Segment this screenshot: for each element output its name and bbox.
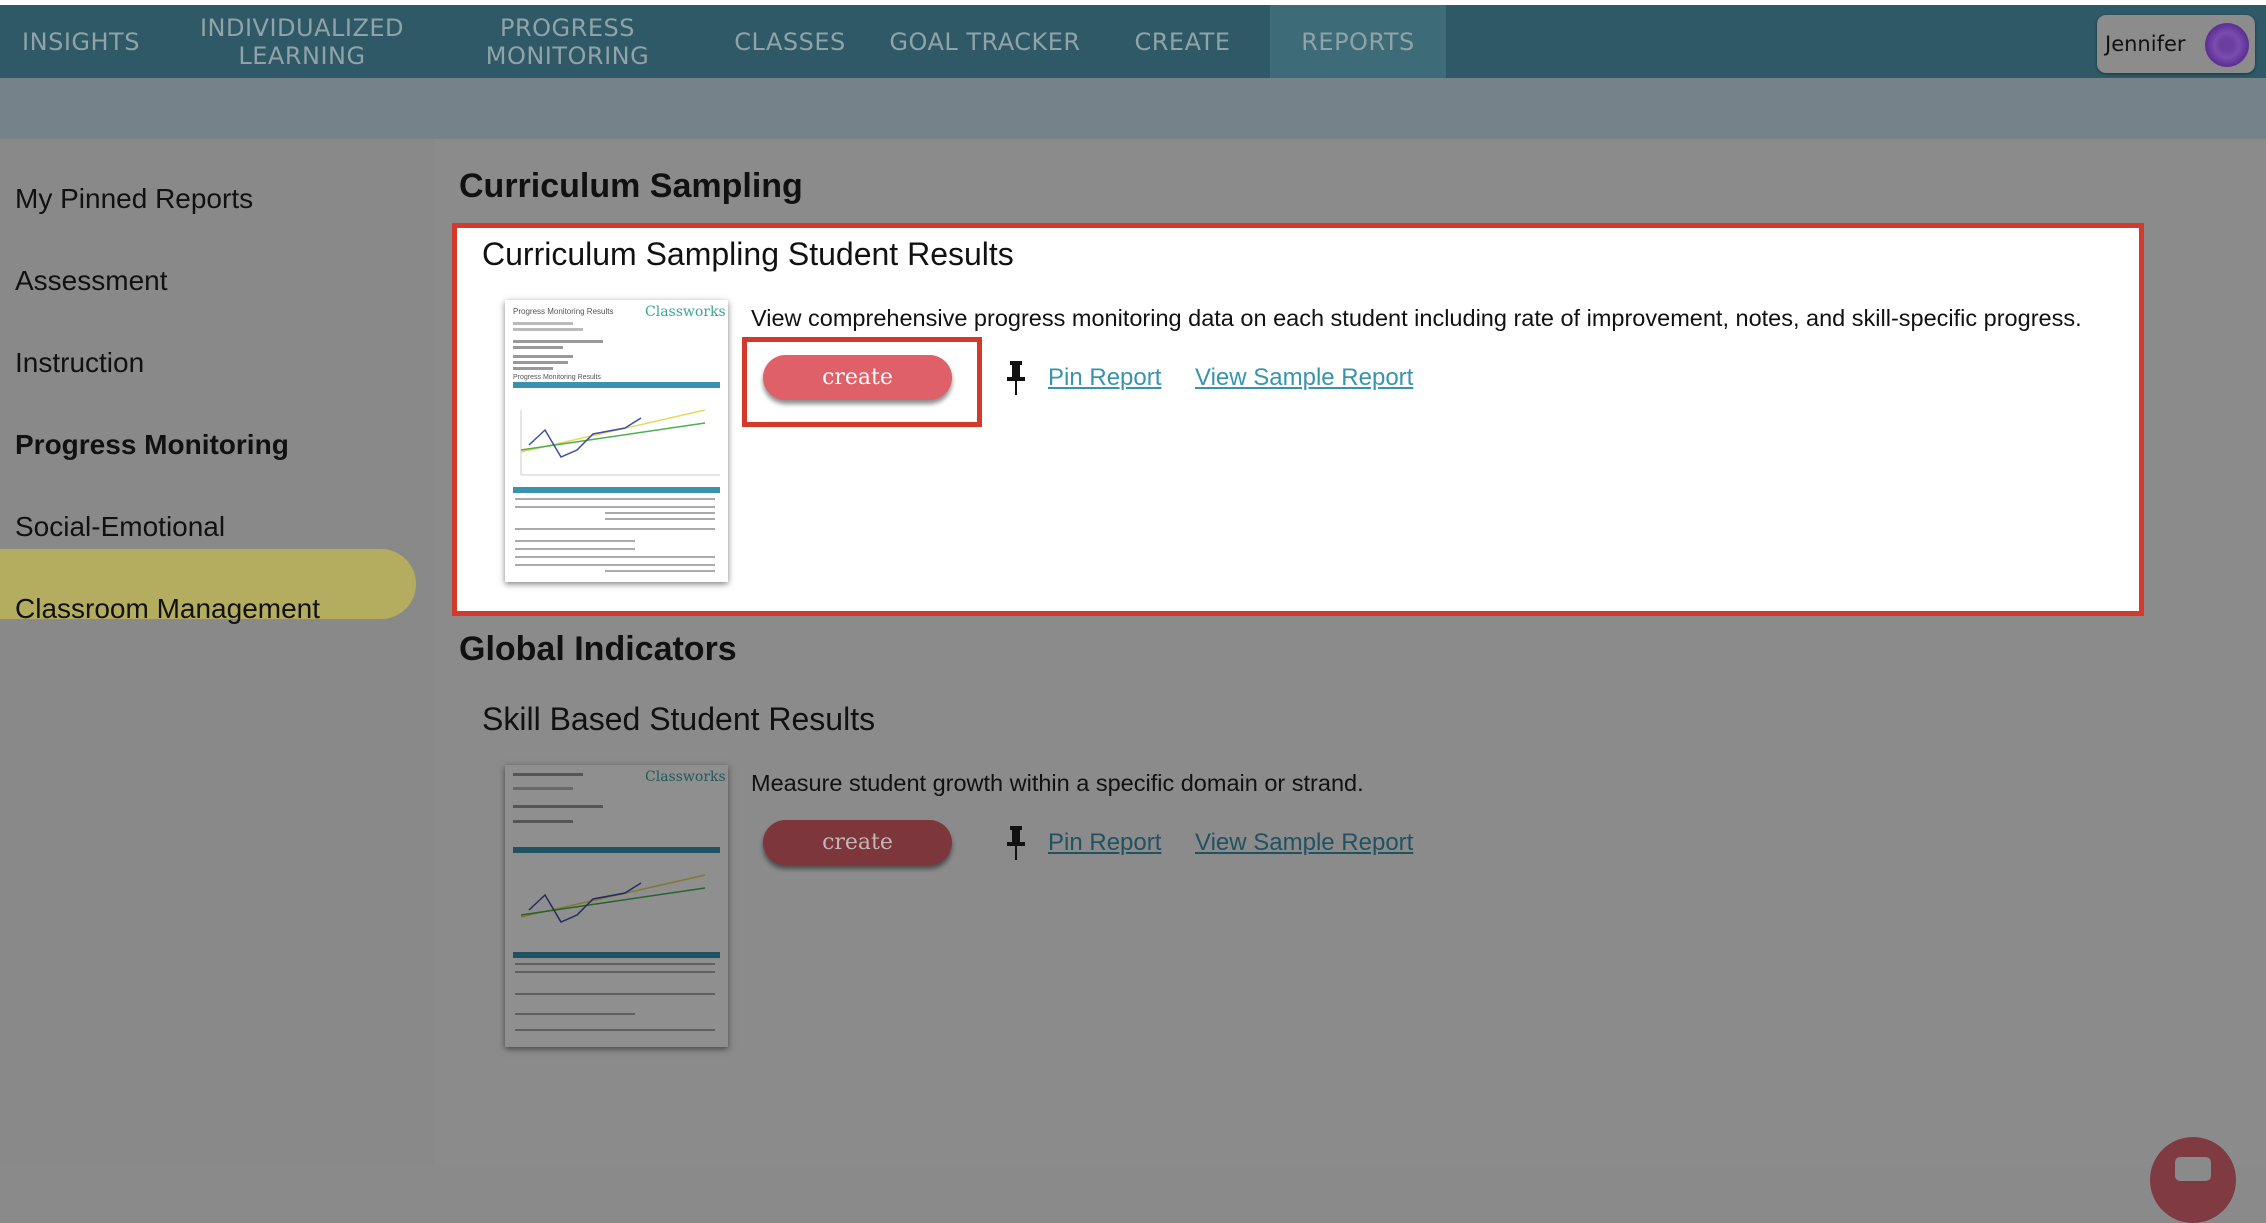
pin-icon[interactable] (1006, 826, 1026, 860)
view-sample-report-link[interactable]: View Sample Report (1195, 364, 1414, 391)
pin-report-link[interactable]: Pin Report (1048, 829, 1162, 856)
top-strip (0, 0, 2266, 5)
nav-create[interactable]: CREATE (1134, 27, 1231, 56)
avatar (2205, 23, 2249, 67)
pin-report-link[interactable]: Pin Report (1048, 364, 1162, 391)
report-card-highlighted (452, 223, 2144, 616)
nav-individualized-learning[interactable]: INDIVIDUALIZED LEARNING (199, 13, 405, 70)
sidebar: My Pinned Reports Assessment Instruction… (0, 139, 435, 1166)
sidebar-active-pill (0, 549, 416, 619)
classworks-logo: Classworks (645, 304, 726, 320)
report-thumbnail: Progress Monitoring Results Classworks P… (505, 300, 728, 582)
nav-progress-monitoring[interactable]: PROGRESS MONITORING (485, 13, 650, 70)
sidebar-item-social-emotional[interactable]: Social-Emotional (15, 511, 226, 542)
section-heading: Curriculum Sampling (459, 167, 803, 205)
sidebar-item-progress-monitoring[interactable]: Progress Monitoring (15, 429, 289, 460)
sidebar-item-classroom-management[interactable]: Classroom Management (15, 593, 321, 624)
view-sample-report-link[interactable]: View Sample Report (1195, 829, 1414, 856)
report-description: View comprehensive progress monitoring d… (751, 305, 2082, 331)
sidebar-item-instruction[interactable]: Instruction (15, 347, 145, 378)
nav-goal-tracker[interactable]: GOAL TRACKER (889, 27, 1081, 56)
user-name: Jennifer (2105, 32, 2186, 56)
report-title: Curriculum Sampling Student Results (482, 236, 1014, 272)
top-nav: INSIGHTS INDIVIDUALIZED LEARNING PROGRES… (0, 5, 2266, 78)
user-menu[interactable]: Jennifer (2097, 15, 2255, 73)
report-title: Skill Based Student Results (482, 701, 876, 737)
create-button-highlight (742, 337, 982, 427)
sub-header (0, 78, 2266, 139)
nav-classes[interactable]: CLASSES (734, 27, 846, 56)
create-button[interactable]: create (763, 355, 952, 400)
sidebar-item-assessment[interactable]: Assessment (15, 265, 168, 296)
report-description: Measure student growth within a specific… (751, 770, 1364, 796)
chat-icon (2175, 1157, 2211, 1181)
create-button[interactable]: create (763, 820, 952, 865)
report-thumbnail: Classworks (505, 765, 728, 1047)
nav-insights[interactable]: INSIGHTS (22, 27, 140, 56)
sidebar-item-pinned-reports[interactable]: My Pinned Reports (15, 183, 254, 214)
thumb-title: Progress Monitoring Results (513, 307, 613, 316)
thumb-section: Progress Monitoring Results (513, 374, 601, 381)
nav-reports[interactable]: REPORTS (1270, 5, 1446, 78)
svg-text:Classworks: Classworks (645, 769, 726, 785)
section-heading: Global Indicators (459, 630, 737, 668)
pin-icon[interactable] (1006, 361, 1026, 395)
chat-button[interactable] (2150, 1137, 2236, 1223)
